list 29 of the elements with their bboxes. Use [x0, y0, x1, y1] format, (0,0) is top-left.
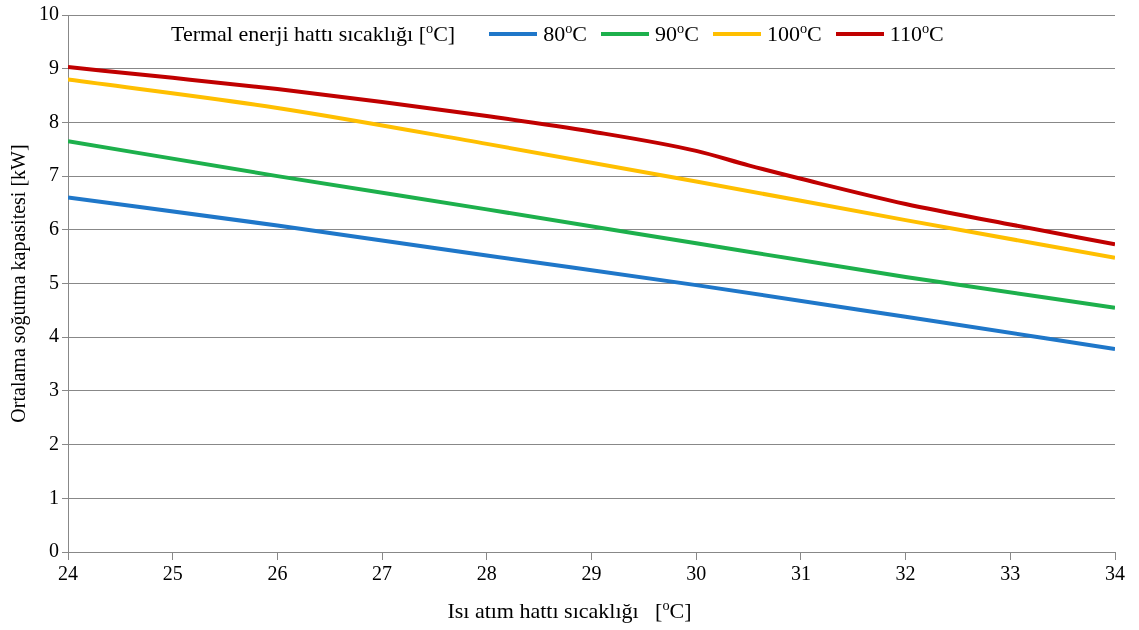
legend-label: 110$^{o}$C: [889, 20, 944, 48]
y-tick-label: 9: [49, 55, 59, 78]
y-tick-label: 1: [49, 485, 59, 508]
x-tick-label: 31: [790, 562, 811, 585]
x-tick-label: 25: [162, 562, 183, 585]
x-tick-label: 34: [1105, 562, 1125, 585]
x-axis-title: Isı atım hattı sıcaklığı [$^{o}$C]: [446, 596, 693, 624]
x-tick-label: 33: [1000, 562, 1021, 585]
y-tick-label: 3: [49, 378, 59, 401]
y-tick-label: 0: [49, 539, 59, 562]
legend-label: 90$^{o}$C: [655, 20, 699, 48]
y-axis-title: Ortalama soğutma kapasitesi [kW]: [7, 144, 31, 423]
x-tick-label: 30: [686, 562, 707, 585]
x-tick-label: 28: [476, 562, 497, 585]
legend-label: 100$^{o}$C: [766, 20, 822, 48]
x-tick-label: 32: [895, 562, 916, 585]
y-tick-label: 7: [49, 163, 59, 186]
y-tick-label: 6: [49, 217, 59, 240]
y-tick-label: 4: [49, 324, 59, 347]
legend-title: Termal enerji hattı sıcaklığı [$^{o}$C]: [171, 20, 456, 48]
y-tick-label: 8: [49, 109, 59, 132]
y-tick-label: 5: [49, 270, 59, 293]
x-tick-label: 29: [581, 562, 602, 585]
legend-label: 80$^{o}$C: [543, 20, 588, 48]
x-tick-label: 27: [372, 562, 393, 585]
x-tick-label: 24: [58, 562, 78, 585]
y-tick-label: 10: [39, 2, 59, 25]
y-tick-label: 2: [49, 431, 59, 454]
x-tick-label: 26: [267, 562, 288, 585]
